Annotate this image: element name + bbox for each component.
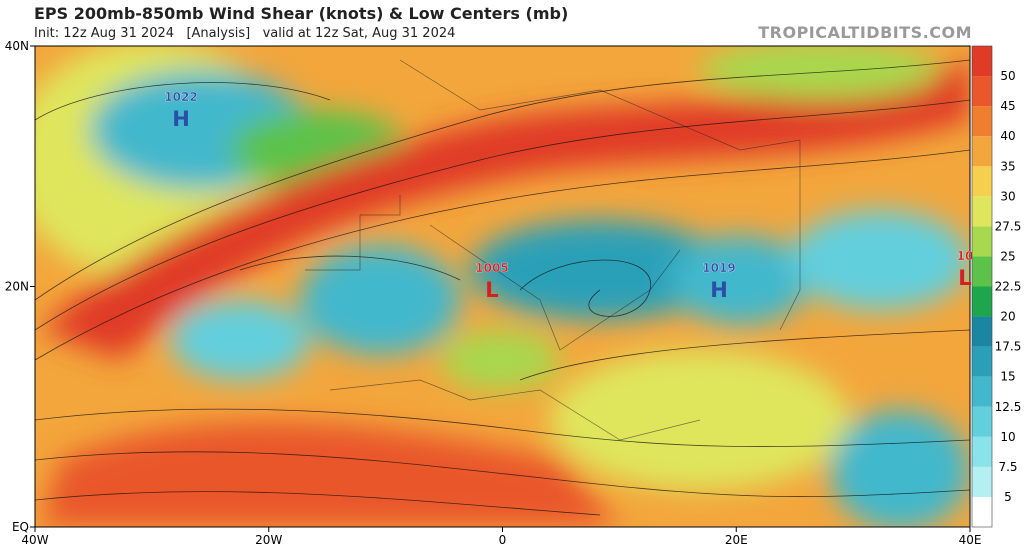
colorbar-label: 20 bbox=[1000, 310, 1015, 324]
colorbar-label: 30 bbox=[1000, 189, 1015, 203]
credit: TROPICALTIDBITS.COM bbox=[758, 23, 972, 42]
colorbar-label: 22.5 bbox=[995, 280, 1022, 294]
center-pressure: 10 bbox=[957, 249, 974, 263]
colorbar-band bbox=[972, 436, 992, 467]
colorbar-band bbox=[972, 106, 992, 137]
y-label: 20N bbox=[5, 280, 29, 294]
colorbar-label: 25 bbox=[1000, 249, 1015, 263]
colorbar-band bbox=[972, 346, 992, 377]
colorbar-band bbox=[972, 196, 992, 227]
title: EPS 200mb-850mb Wind Shear (knots) & Low… bbox=[34, 4, 569, 23]
colorbar-label: 17.5 bbox=[995, 340, 1022, 354]
colorbar-band bbox=[972, 76, 992, 107]
y-label: EQ bbox=[12, 520, 29, 534]
colorbar-band bbox=[972, 466, 992, 497]
colorbar-label: 27.5 bbox=[995, 219, 1022, 233]
center-letter: H bbox=[172, 107, 190, 131]
center-pressure: 1005 bbox=[475, 261, 508, 275]
colorbar-label: 50 bbox=[1000, 69, 1015, 83]
colorbar-band bbox=[972, 496, 992, 527]
colorbar-band bbox=[972, 286, 992, 317]
center-pressure: 1022 bbox=[164, 90, 197, 104]
x-label: 20E bbox=[725, 533, 748, 547]
center-letter: L bbox=[485, 278, 498, 302]
colorbar-label: 5 bbox=[1004, 490, 1012, 504]
x-label: 20W bbox=[255, 533, 282, 547]
x-label: 40E bbox=[959, 533, 982, 547]
colorbar-label: 35 bbox=[1000, 159, 1015, 173]
colorbar-band bbox=[972, 166, 992, 197]
center-letter: L bbox=[958, 266, 971, 290]
center-letter: H bbox=[710, 278, 728, 302]
borders bbox=[305, 59, 801, 441]
streamlines bbox=[35, 59, 970, 516]
colorbar-band bbox=[972, 136, 992, 167]
colorbar-label: 40 bbox=[1000, 129, 1015, 143]
colorbar-label: 10 bbox=[1000, 430, 1015, 444]
colorbar-band bbox=[972, 376, 992, 407]
colorbar-band bbox=[972, 406, 992, 437]
subtitle: Init: 12z Aug 31 2024 [Analysis] valid a… bbox=[34, 26, 456, 41]
colorbar-label: 15 bbox=[1000, 370, 1015, 384]
colorbar-label: 45 bbox=[1000, 99, 1015, 113]
center-pressure: 1019 bbox=[702, 261, 735, 275]
x-label: 0 bbox=[499, 533, 507, 547]
x-label: 40W bbox=[21, 533, 48, 547]
colorbar-frame bbox=[971, 45, 993, 528]
colorbar-band bbox=[972, 226, 992, 257]
colorbar-band bbox=[972, 46, 992, 77]
colorbar-band bbox=[972, 256, 992, 287]
shear-field bbox=[35, 46, 970, 527]
colorbar-label: 7.5 bbox=[998, 460, 1017, 474]
colorbar-label: 12.5 bbox=[995, 400, 1022, 414]
y-label: 40N bbox=[5, 39, 29, 53]
colorbar-band bbox=[972, 316, 992, 347]
